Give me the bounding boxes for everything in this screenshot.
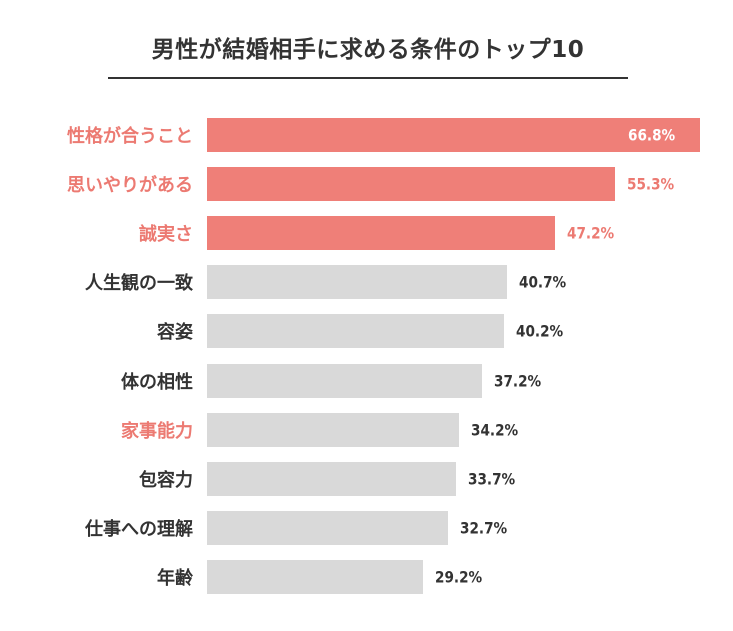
category-label: 誠実さ	[139, 224, 193, 246]
category-label: 体の相性	[121, 371, 193, 393]
value-label: 66.8%	[628, 125, 676, 145]
bar	[207, 412, 460, 447]
category-label: 思いやりがある	[67, 175, 193, 197]
bar	[207, 167, 616, 202]
category-label: 包容力	[139, 469, 193, 491]
bar	[207, 363, 482, 398]
bar	[207, 559, 423, 594]
value-label: 47.2%	[567, 223, 615, 243]
bar	[207, 461, 456, 496]
value-label: 40.2%	[515, 321, 563, 341]
value-label: 40.7%	[519, 272, 567, 292]
category-label: 仕事への理解	[85, 518, 193, 540]
bar	[207, 118, 700, 152]
value-label: 34.2%	[471, 420, 519, 440]
bar	[207, 265, 508, 300]
category-label: 家事能力	[121, 420, 193, 442]
value-label: 33.7%	[467, 469, 515, 489]
category-label: 容姿	[157, 322, 193, 344]
bar	[207, 510, 449, 545]
chart-title: 男性が結婚相手に求める条件のトップ10	[151, 37, 585, 63]
value-label: 37.2%	[493, 371, 541, 390]
category-label: 年齢	[157, 567, 193, 589]
title-underline	[108, 77, 628, 79]
value-label: 55.3%	[627, 174, 675, 194]
bar	[207, 216, 556, 251]
category-label: 人生観の一致	[85, 273, 193, 295]
value-label: 29.2%	[434, 567, 482, 587]
category-label: 性格が合うこと	[67, 126, 193, 147]
bar	[207, 314, 504, 349]
value-label: 32.7%	[460, 518, 508, 538]
